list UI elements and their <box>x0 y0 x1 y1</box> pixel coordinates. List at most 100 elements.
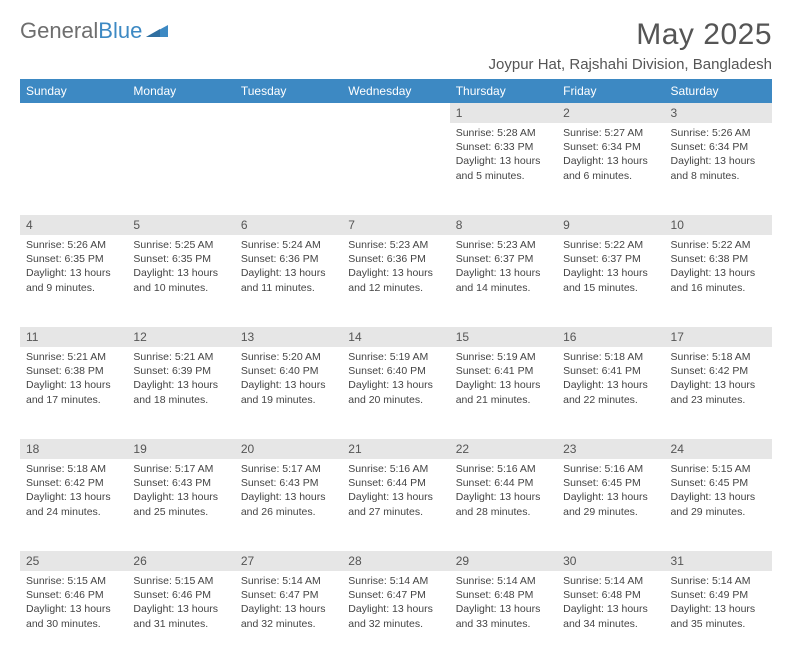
sunrise-text: Sunrise: 5:25 AM <box>133 238 228 252</box>
day-number <box>342 103 449 109</box>
sunset-text: Sunset: 6:44 PM <box>348 476 443 490</box>
day-number: 29 <box>450 551 557 571</box>
day-number-cell: 24 <box>665 439 772 459</box>
day-cell: Sunrise: 5:27 AMSunset: 6:34 PMDaylight:… <box>557 123 664 215</box>
day-body: Sunrise: 5:27 AMSunset: 6:34 PMDaylight:… <box>557 123 664 189</box>
daylight-text: Daylight: 13 hours and 35 minutes. <box>671 602 766 630</box>
sunset-text: Sunset: 6:42 PM <box>26 476 121 490</box>
day-cell: Sunrise: 5:19 AMSunset: 6:40 PMDaylight:… <box>342 347 449 439</box>
logo-part1: General <box>20 18 98 43</box>
logo-part2: Blue <box>98 18 142 43</box>
day-cell: Sunrise: 5:17 AMSunset: 6:43 PMDaylight:… <box>235 459 342 551</box>
day-cell: Sunrise: 5:26 AMSunset: 6:35 PMDaylight:… <box>20 235 127 327</box>
daylight-text: Daylight: 13 hours and 15 minutes. <box>563 266 658 294</box>
sunset-text: Sunset: 6:39 PM <box>133 364 228 378</box>
day-body: Sunrise: 5:18 AMSunset: 6:42 PMDaylight:… <box>665 347 772 413</box>
daynum-row: 123 <box>20 103 772 123</box>
day-number: 4 <box>20 215 127 235</box>
day-cell: Sunrise: 5:15 AMSunset: 6:46 PMDaylight:… <box>20 571 127 663</box>
day-number: 3 <box>665 103 772 123</box>
day-number: 21 <box>342 439 449 459</box>
sunrise-text: Sunrise: 5:15 AM <box>133 574 228 588</box>
day-cell: Sunrise: 5:15 AMSunset: 6:46 PMDaylight:… <box>127 571 234 663</box>
day-number: 15 <box>450 327 557 347</box>
day-number-cell: 3 <box>665 103 772 123</box>
day-body: Sunrise: 5:14 AMSunset: 6:48 PMDaylight:… <box>557 571 664 637</box>
sunset-text: Sunset: 6:36 PM <box>241 252 336 266</box>
day-number: 24 <box>665 439 772 459</box>
day-number: 6 <box>235 215 342 235</box>
day-number-cell: 15 <box>450 327 557 347</box>
day-number-cell: 23 <box>557 439 664 459</box>
sunrise-text: Sunrise: 5:26 AM <box>26 238 121 252</box>
sunset-text: Sunset: 6:47 PM <box>348 588 443 602</box>
day-number-cell: 28 <box>342 551 449 571</box>
sunrise-text: Sunrise: 5:21 AM <box>26 350 121 364</box>
sunrise-text: Sunrise: 5:16 AM <box>348 462 443 476</box>
day-number: 7 <box>342 215 449 235</box>
daylight-text: Daylight: 13 hours and 29 minutes. <box>563 490 658 518</box>
day-number: 31 <box>665 551 772 571</box>
daylight-text: Daylight: 13 hours and 33 minutes. <box>456 602 551 630</box>
day-body: Sunrise: 5:14 AMSunset: 6:47 PMDaylight:… <box>342 571 449 637</box>
day-cell: Sunrise: 5:24 AMSunset: 6:36 PMDaylight:… <box>235 235 342 327</box>
header: GeneralBlue May 2025 <box>20 18 772 52</box>
sunrise-text: Sunrise: 5:24 AM <box>241 238 336 252</box>
sunrise-text: Sunrise: 5:16 AM <box>456 462 551 476</box>
day-number: 2 <box>557 103 664 123</box>
day-number: 20 <box>235 439 342 459</box>
sunrise-text: Sunrise: 5:14 AM <box>671 574 766 588</box>
day-number-cell: 27 <box>235 551 342 571</box>
weekday-header: Wednesday <box>342 79 449 103</box>
day-cell: Sunrise: 5:22 AMSunset: 6:37 PMDaylight:… <box>557 235 664 327</box>
sunrise-text: Sunrise: 5:26 AM <box>671 126 766 140</box>
day-body: Sunrise: 5:17 AMSunset: 6:43 PMDaylight:… <box>127 459 234 525</box>
day-body: Sunrise: 5:15 AMSunset: 6:46 PMDaylight:… <box>127 571 234 637</box>
sunrise-text: Sunrise: 5:18 AM <box>671 350 766 364</box>
day-cell: Sunrise: 5:15 AMSunset: 6:45 PMDaylight:… <box>665 459 772 551</box>
day-number: 14 <box>342 327 449 347</box>
day-cell: Sunrise: 5:18 AMSunset: 6:42 PMDaylight:… <box>20 459 127 551</box>
weekday-header-row: SundayMondayTuesdayWednesdayThursdayFrid… <box>20 79 772 103</box>
sunset-text: Sunset: 6:36 PM <box>348 252 443 266</box>
daylight-text: Daylight: 13 hours and 25 minutes. <box>133 490 228 518</box>
weekday-header: Friday <box>557 79 664 103</box>
day-number-cell: 1 <box>450 103 557 123</box>
day-number-cell: 21 <box>342 439 449 459</box>
sunrise-text: Sunrise: 5:23 AM <box>456 238 551 252</box>
sunrise-text: Sunrise: 5:22 AM <box>563 238 658 252</box>
day-number: 13 <box>235 327 342 347</box>
sunset-text: Sunset: 6:47 PM <box>241 588 336 602</box>
day-number-cell: 7 <box>342 215 449 235</box>
daylight-text: Daylight: 13 hours and 10 minutes. <box>133 266 228 294</box>
day-number <box>20 103 127 109</box>
day-body: Sunrise: 5:15 AMSunset: 6:46 PMDaylight:… <box>20 571 127 637</box>
sunset-text: Sunset: 6:44 PM <box>456 476 551 490</box>
day-number-cell: 11 <box>20 327 127 347</box>
day-number: 16 <box>557 327 664 347</box>
sunset-text: Sunset: 6:38 PM <box>671 252 766 266</box>
day-number-cell: 25 <box>20 551 127 571</box>
day-number: 17 <box>665 327 772 347</box>
week-row: Sunrise: 5:15 AMSunset: 6:46 PMDaylight:… <box>20 571 772 663</box>
sunset-text: Sunset: 6:40 PM <box>348 364 443 378</box>
day-body: Sunrise: 5:23 AMSunset: 6:36 PMDaylight:… <box>342 235 449 301</box>
day-number-cell: 22 <box>450 439 557 459</box>
week-row: Sunrise: 5:28 AMSunset: 6:33 PMDaylight:… <box>20 123 772 215</box>
day-body: Sunrise: 5:16 AMSunset: 6:44 PMDaylight:… <box>342 459 449 525</box>
day-number-cell: 16 <box>557 327 664 347</box>
day-number: 1 <box>450 103 557 123</box>
day-cell: Sunrise: 5:23 AMSunset: 6:36 PMDaylight:… <box>342 235 449 327</box>
day-number-cell: 4 <box>20 215 127 235</box>
day-number-cell: 30 <box>557 551 664 571</box>
logo: GeneralBlue <box>20 18 168 44</box>
day-number-cell: 10 <box>665 215 772 235</box>
weekday-header: Thursday <box>450 79 557 103</box>
sunrise-text: Sunrise: 5:19 AM <box>348 350 443 364</box>
sunset-text: Sunset: 6:42 PM <box>671 364 766 378</box>
day-cell: Sunrise: 5:28 AMSunset: 6:33 PMDaylight:… <box>450 123 557 215</box>
day-number: 8 <box>450 215 557 235</box>
sunset-text: Sunset: 6:41 PM <box>563 364 658 378</box>
sunrise-text: Sunrise: 5:18 AM <box>26 462 121 476</box>
weekday-header: Tuesday <box>235 79 342 103</box>
